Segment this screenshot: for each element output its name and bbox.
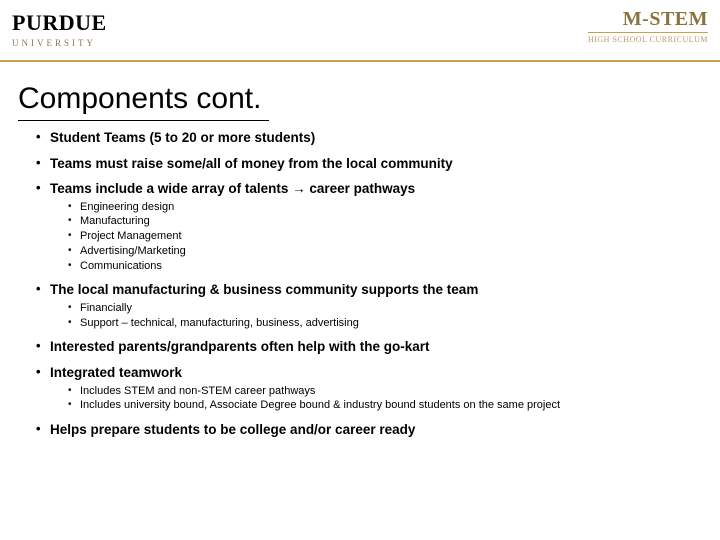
sub-list-item: Project Management bbox=[68, 230, 702, 244]
sub-list-item: Communications bbox=[68, 260, 702, 274]
sub-list: FinanciallySupport – technical, manufact… bbox=[50, 302, 702, 331]
sub-list: Engineering designManufacturingProject M… bbox=[50, 201, 702, 274]
sub-list-item: Advertising/Marketing bbox=[68, 245, 702, 259]
list-item: Student Teams (5 to 20 or more students) bbox=[36, 129, 702, 147]
bullet-text: Interested parents/grandparents often he… bbox=[50, 339, 430, 354]
sub-list-item: Financially bbox=[68, 302, 702, 316]
purdue-subtext: UNIVERSITY bbox=[12, 38, 107, 48]
bullet-text: Teams must raise some/all of money from … bbox=[50, 156, 453, 171]
list-item: The local manufacturing & business commu… bbox=[36, 281, 702, 330]
bullet-text: Teams include a wide array of talents → … bbox=[50, 181, 415, 196]
bullet-text: Helps prepare students to be college and… bbox=[50, 422, 415, 437]
sub-list: Includes STEM and non-STEM career pathwa… bbox=[50, 385, 702, 414]
slide-header: PURDUE UNIVERSITY M-STEM HIGH SCHOOL CUR… bbox=[0, 0, 720, 62]
mstem-wordmark: M-STEM bbox=[588, 8, 708, 31]
slide-content: Components cont. Student Teams (5 to 20 … bbox=[0, 62, 720, 439]
bullet-list: Student Teams (5 to 20 or more students)… bbox=[18, 129, 702, 439]
sub-list-item: Engineering design bbox=[68, 201, 702, 215]
bullet-text: Student Teams (5 to 20 or more students) bbox=[50, 130, 315, 145]
slide-title: Components cont. bbox=[18, 82, 269, 121]
purdue-wordmark: PURDUE bbox=[12, 10, 107, 36]
purdue-logo: PURDUE UNIVERSITY bbox=[12, 10, 107, 48]
list-item: Integrated teamwork Includes STEM and non… bbox=[36, 364, 702, 413]
bullet-text: Integrated teamwork bbox=[50, 365, 182, 380]
sub-list-item: Manufacturing bbox=[68, 215, 702, 229]
list-item: Interested parents/grandparents often he… bbox=[36, 338, 702, 356]
mstem-logo: M-STEM HIGH SCHOOL CURRICULUM bbox=[588, 8, 708, 44]
bullet-text: The local manufacturing & business commu… bbox=[50, 282, 478, 297]
list-item: Teams include a wide array of talents → … bbox=[36, 180, 702, 273]
sub-list-item: Includes STEM and non-STEM career pathwa… bbox=[68, 385, 702, 399]
list-item: Teams must raise some/all of money from … bbox=[36, 155, 702, 173]
sub-list-item: Includes university bound, Associate Deg… bbox=[68, 399, 702, 413]
sub-list-item: Support – technical, manufacturing, busi… bbox=[68, 317, 702, 331]
list-item: Helps prepare students to be college and… bbox=[36, 421, 702, 439]
mstem-subtext: HIGH SCHOOL CURRICULUM bbox=[588, 32, 708, 44]
